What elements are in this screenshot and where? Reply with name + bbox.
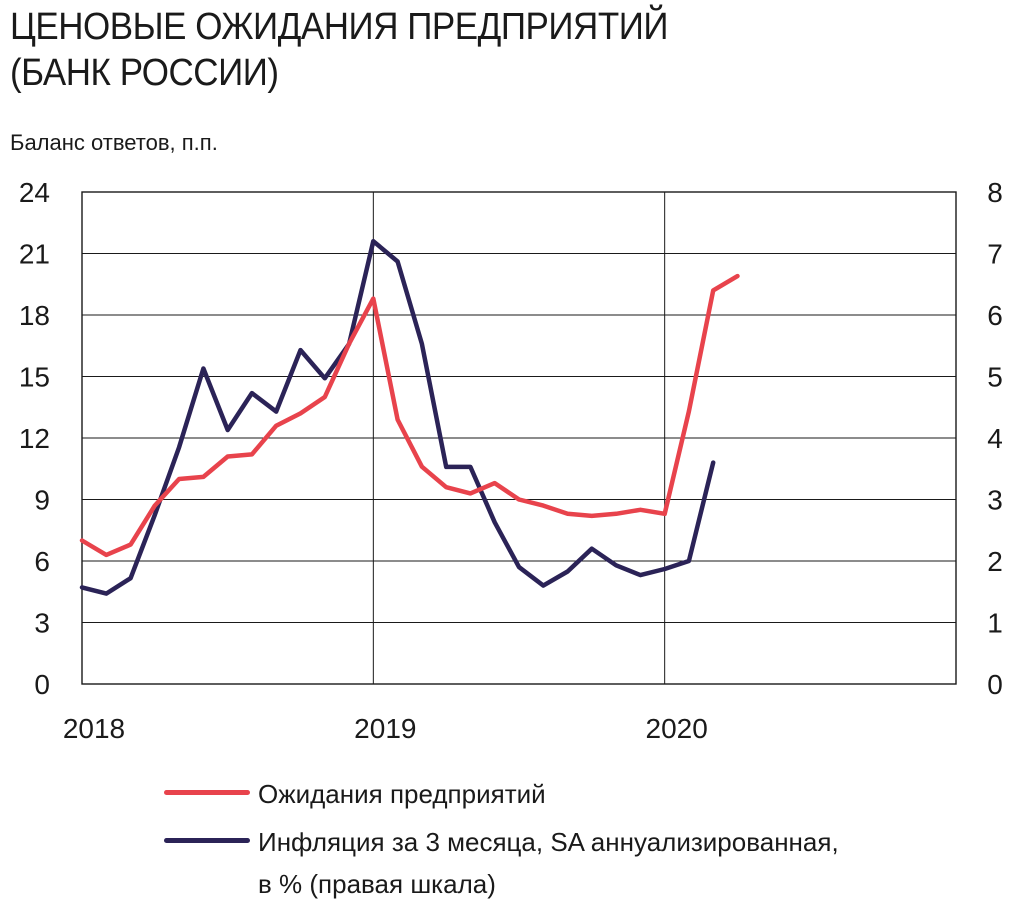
right-axis-tick-label: 0 [987,669,1003,700]
left-axis-tick-label: 0 [34,669,50,700]
series-line-inflation [79,238,716,596]
right-axis-tick-label: 7 [987,239,1003,270]
left-axis-tick-label: 21 [19,239,50,270]
chart-title: ЦЕНОВЫЕ ОЖИДАНИЯ ПРЕДПРИЯТИЙ (БАНК РОССИ… [10,4,939,96]
series-line-enterprise-expectations [79,273,740,558]
right-axis-tick-label: 6 [987,300,1003,331]
right-axis-tick-label: 1 [987,608,1003,639]
x-axis-tick-label: 2019 [354,713,416,744]
legend-swatch-navy-line [164,838,250,843]
left-axis-tick-label: 9 [34,485,50,516]
x-axis-tick-label: 2020 [646,713,708,744]
legend-swatch-red-line [164,790,250,795]
legend-label-inflation-line-1: Инфляция за 3 месяца, SA аннуализированн… [258,827,839,857]
left-axis-tick-label: 6 [34,546,50,577]
left-axis-tick-label: 15 [19,362,50,393]
right-axis-tick-label: 4 [987,423,1003,454]
left-axis-tick-label: 3 [34,608,50,639]
legend-label-enterprise-expectations: Ожидания предприятий [258,779,546,809]
chart-title-line-1: ЦЕНОВЫЕ ОЖИДАНИЯ ПРЕДПРИЯТИЙ [10,6,669,48]
chart-title-line-2: (БАНК РОССИИ) [10,52,279,94]
right-axis-tick-label: 2 [987,546,1003,577]
left-axis-tick-label: 18 [19,300,50,331]
left-axis-units-label: Баланс ответов, п.п. [10,130,218,155]
right-axis-tick-label: 3 [987,485,1003,516]
left-axis-tick-label: 12 [19,423,50,454]
left-axis-tick-label: 24 [19,177,50,208]
right-axis-tick-label: 5 [987,362,1003,393]
x-axis-tick-label: 2018 [63,713,125,744]
legend-label-inflation-line-2: в % (правая шкала) [258,869,496,899]
right-axis-tick-label: 8 [987,177,1003,208]
